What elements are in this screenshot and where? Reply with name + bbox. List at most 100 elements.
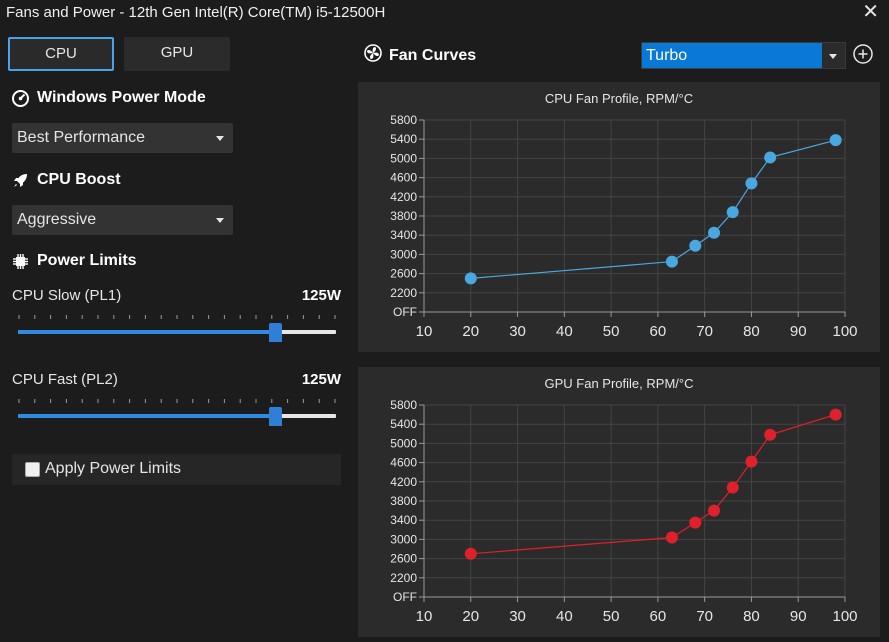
x-tick-label: 40 — [556, 608, 573, 625]
slider-thumb[interactable] — [269, 323, 283, 342]
x-tick-label: 70 — [696, 323, 713, 340]
x-tick-label: 20 — [462, 323, 479, 340]
close-icon[interactable]: ✕ — [862, 1, 879, 23]
y-tick-label: 5400 — [390, 417, 417, 431]
cpu-boost-value: Aggressive — [17, 211, 97, 228]
power-mode-heading: Windows Power Mode — [12, 89, 206, 107]
x-tick-label: 30 — [509, 323, 526, 340]
gpu-fan-curve-point[interactable] — [464, 547, 477, 560]
y-tick-label: 3800 — [390, 494, 417, 508]
gpu-fan-curve-point[interactable] — [708, 504, 721, 517]
title-bar: Fans and Power - 12th Gen Intel(R) Core(… — [0, 0, 889, 26]
x-tick-label: 10 — [416, 323, 433, 340]
cpu-fan-curve-point[interactable] — [689, 239, 702, 252]
y-tick-label: 5800 — [390, 398, 417, 412]
apply-power-limits-checkbox[interactable]: Apply Power Limits — [12, 454, 341, 485]
x-tick-label: 80 — [743, 608, 760, 625]
x-tick-label: 100 — [832, 608, 857, 625]
gauge-icon — [12, 89, 29, 107]
gpu-fan-curve-point[interactable] — [726, 481, 739, 494]
cpu-boost-heading: CPU Boost — [12, 171, 121, 189]
slider-fill — [18, 330, 276, 334]
x-tick-label: 40 — [556, 323, 573, 340]
cpu-fan-curve-line — [470, 139, 836, 279]
plus-circle-icon[interactable] — [852, 43, 874, 65]
x-tick-label: 30 — [509, 608, 526, 625]
pl1-value: 125W — [301, 287, 341, 304]
cpu-fan-curve-point[interactable] — [464, 272, 477, 285]
slider-thumb[interactable] — [269, 407, 283, 426]
y-tick-label: 2600 — [390, 267, 417, 281]
y-tick-label: 3400 — [390, 513, 417, 527]
gpu-fan-curve-point[interactable] — [764, 428, 777, 441]
cpu-chart-title: CPU Fan Profile, RPM/°C — [545, 91, 693, 106]
chevron-down-icon — [829, 54, 837, 59]
fan-preset-value: Turbo — [642, 43, 822, 68]
tab-gpu[interactable]: GPU — [124, 37, 230, 71]
cpu-fan-curve-point[interactable] — [708, 226, 721, 239]
x-tick-label: 80 — [743, 323, 760, 340]
x-tick-label: 50 — [603, 323, 620, 340]
chevron-down-icon — [216, 136, 224, 141]
rocket-icon — [12, 172, 29, 189]
x-tick-label: 60 — [650, 323, 667, 340]
x-tick-label: 20 — [462, 608, 479, 625]
fan-curves-heading: Fan Curves — [364, 44, 476, 67]
pl1-label: CPU Slow (PL1) — [12, 287, 122, 304]
gpu-chart-title: GPU Fan Profile, RPM/°C — [545, 376, 694, 391]
y-tick-label: 5000 — [390, 151, 417, 165]
y-tick-label: 4200 — [390, 475, 417, 489]
fan-preset-select[interactable]: Turbo — [641, 42, 846, 69]
chip-icon — [12, 253, 29, 270]
x-tick-label: 50 — [603, 608, 620, 625]
y-tick-label: 5000 — [390, 436, 417, 450]
gpu-fan-curve-point[interactable] — [689, 516, 702, 529]
y-tick-label: 3400 — [390, 228, 417, 242]
cpu-fan-curve-point[interactable] — [829, 134, 842, 147]
y-tick-label: 5400 — [390, 132, 417, 146]
y-tick-label: 5800 — [390, 113, 417, 127]
x-tick-label: 70 — [696, 608, 713, 625]
y-tick-label: 2200 — [390, 571, 417, 585]
cpu-fan-curve-point[interactable] — [726, 206, 739, 219]
gpu-fan-curve-point[interactable] — [665, 531, 678, 544]
y-tick-label: OFF — [393, 590, 417, 604]
gpu-fan-curve-point[interactable] — [745, 455, 758, 468]
pl2-label: CPU Fast (PL2) — [12, 371, 118, 388]
chevron-down-icon — [216, 218, 224, 223]
x-tick-label: 90 — [790, 608, 807, 625]
cpu-boost-label: CPU Boost — [37, 171, 121, 188]
power-mode-select[interactable]: Best Performance — [12, 123, 233, 153]
gpu-fan-chart-svg[interactable]: GPU Fan Profile, RPM/°C OFF 2200 2600 3000 34… — [358, 367, 880, 637]
power-limits-label: Power Limits — [37, 252, 137, 269]
y-tick-label: 3000 — [390, 247, 417, 261]
cpu-fan-curve-point[interactable] — [745, 177, 758, 190]
fan-curves-label: Fan Curves — [389, 46, 477, 64]
pl2-slider[interactable] — [18, 398, 336, 426]
y-tick-label: OFF — [393, 305, 417, 319]
x-tick-label: 90 — [790, 323, 807, 340]
gpu-fan-curve-point[interactable] — [829, 408, 842, 421]
x-tick-label: 10 — [416, 608, 433, 625]
pl1-slider[interactable] — [18, 314, 336, 342]
cpu-fan-chart-svg[interactable]: CPU Fan Profile, RPM/°C OFF 2200 2600 3000 34… — [358, 82, 880, 352]
y-tick-label: 2600 — [390, 552, 417, 566]
gpu-fan-chart: GPU Fan Profile, RPM/°C OFF 2200 2600 3000 34… — [358, 367, 880, 637]
cpu-fan-curve-point[interactable] — [665, 255, 678, 268]
cpu-fan-chart: CPU Fan Profile, RPM/°C OFF 2200 2600 3000 34… — [358, 82, 880, 352]
checkbox-box[interactable] — [25, 462, 40, 477]
slider-ticks — [18, 315, 336, 319]
cpu-boost-select[interactable]: Aggressive — [12, 205, 233, 235]
y-tick-label: 4600 — [390, 456, 417, 470]
y-tick-label: 3800 — [390, 209, 417, 223]
x-tick-label: 60 — [650, 608, 667, 625]
gpu-fan-curve-line — [470, 414, 836, 555]
tab-cpu[interactable]: CPU — [8, 37, 114, 71]
y-tick-label: 4600 — [390, 171, 417, 185]
y-tick-label: 3000 — [390, 532, 417, 546]
window-title: Fans and Power - 12th Gen Intel(R) Core(… — [6, 4, 386, 21]
pl2-value: 125W — [301, 371, 341, 388]
y-tick-label: 4200 — [390, 190, 417, 204]
cpu-fan-curve-point[interactable] — [764, 151, 777, 164]
fan-icon — [364, 44, 382, 67]
